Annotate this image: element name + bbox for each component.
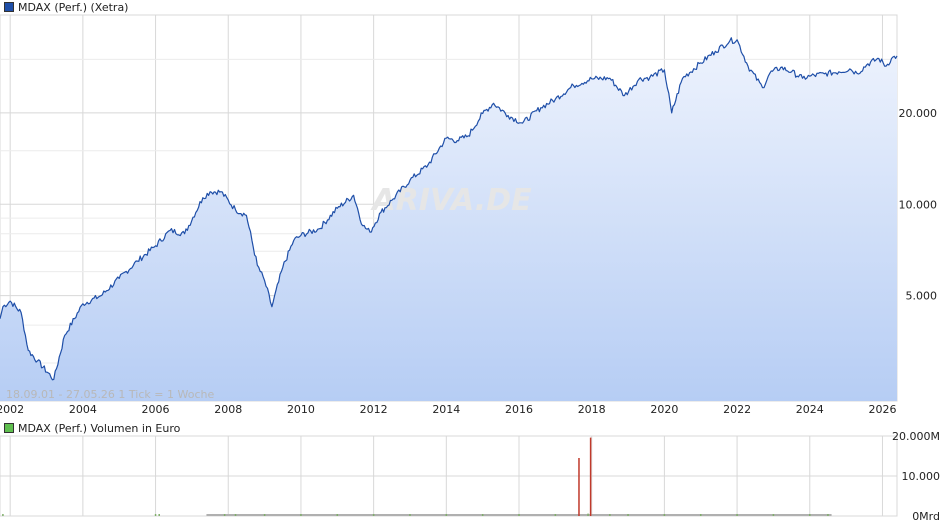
volume-bar — [587, 513, 589, 516]
x-tick-label: 2016 — [505, 403, 533, 416]
volume-y-tick-label: 0Mrd — [912, 510, 940, 523]
volume-bar — [772, 514, 775, 516]
volume-bar — [827, 514, 829, 516]
volume-bar — [809, 514, 811, 516]
volume-y-tick-label: 10.000 — [902, 470, 940, 483]
volume-bar — [445, 514, 448, 516]
price-legend: MDAX (Perf.) (Xetra) — [4, 0, 128, 14]
volume-bar — [609, 514, 611, 516]
volume-bar — [234, 514, 237, 516]
volume-legend-label: MDAX (Perf.) Volumen in Euro — [18, 421, 181, 435]
price-area — [0, 37, 897, 402]
volume-bar — [736, 514, 738, 516]
price-legend-label: MDAX (Perf.) (Xetra) — [18, 0, 129, 14]
x-tick-label: 2004 — [69, 403, 97, 416]
x-tick-label: 2012 — [360, 403, 388, 416]
date-range-info: 18.09.01 - 27.05.26 1 Tick = 1 Woche — [6, 388, 214, 401]
volume-legend-swatch — [4, 423, 14, 433]
volume-bar — [589, 437, 592, 516]
price-y-tick-label: 10.000 — [899, 198, 938, 211]
volume-bar — [223, 514, 226, 516]
volume-bar — [372, 514, 375, 516]
price-legend-swatch — [4, 2, 14, 12]
watermark-text: ARIVA.DE — [370, 183, 532, 218]
volume-bar — [518, 514, 520, 516]
volume-bar — [663, 514, 666, 516]
x-tick-label: 2006 — [142, 403, 170, 416]
volume-bar — [699, 514, 702, 516]
x-tick-label: 2018 — [578, 403, 606, 416]
x-tick-label: 2002 — [0, 403, 24, 416]
x-tick-label: 2024 — [796, 403, 824, 416]
volume-bar — [154, 514, 157, 516]
price-y-tick-label: 5.000 — [906, 290, 938, 303]
volume-bar — [481, 514, 484, 516]
volume-bar — [300, 514, 302, 516]
x-tick-label: 2026 — [868, 403, 896, 416]
volume-bar — [263, 514, 266, 516]
volume-bar — [158, 514, 160, 516]
x-tick-label: 2022 — [723, 403, 751, 416]
price-y-tick-label: 20.000 — [899, 107, 938, 120]
x-tick-label: 2010 — [287, 403, 315, 416]
volume-y-tick-label: 20.000M — [892, 430, 940, 443]
volume-bar — [554, 514, 557, 516]
volume-bar — [578, 458, 580, 516]
x-tick-label: 2014 — [432, 403, 460, 416]
volume-legend: MDAX (Perf.) Volumen in Euro — [4, 421, 180, 435]
x-tick-label: 2008 — [214, 403, 242, 416]
volume-bar — [336, 514, 339, 516]
volume-bar — [409, 514, 411, 516]
price-line — [0, 37, 898, 381]
x-tick-label: 2020 — [650, 403, 678, 416]
volume-bar — [627, 514, 629, 516]
volume-bar — [2, 514, 4, 516]
